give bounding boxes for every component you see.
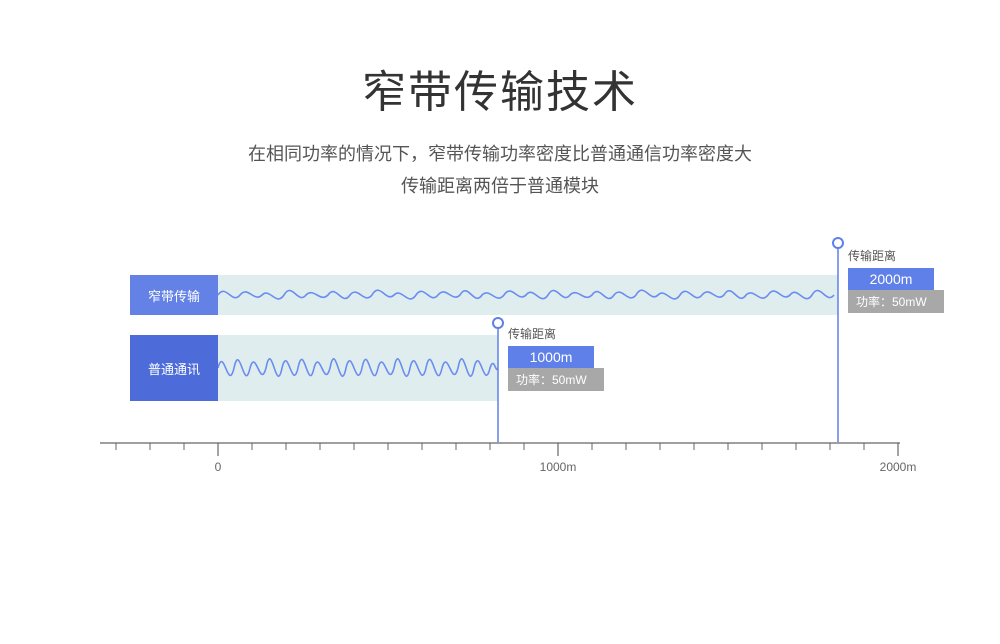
- distance-ruler: 01000m2000m: [100, 442, 900, 462]
- page-subtitle: 在相同功率的情况下，窄带传输功率密度比普通通信功率密度大 传输距离两倍于普通模块: [0, 138, 1000, 203]
- info-normal-dist-value: 1000m: [508, 346, 594, 368]
- info-normal-power: 功率：50mW: [508, 368, 604, 391]
- info-narrowband-dist-label: 传输距离: [848, 247, 944, 264]
- info-narrowband-power: 功率：50mW: [848, 290, 944, 313]
- info-narrowband: 传输距离 2000m 功率：50mW: [848, 247, 944, 313]
- row-narrowband-wave: [218, 275, 838, 315]
- subtitle-line-2: 传输距离两倍于普通模块: [0, 170, 1000, 202]
- info-normal: 传输距离 1000m 功率：50mW: [508, 325, 604, 391]
- row-normal: 普通通讯: [130, 335, 498, 401]
- row-normal-wave: [218, 335, 498, 401]
- row-narrowband: 窄带传输: [130, 275, 838, 315]
- row-narrowband-label: 窄带传输: [130, 275, 218, 315]
- page-title: 窄带传输技术: [0, 56, 1000, 120]
- ruler-label: 2000m: [880, 460, 917, 474]
- ruler-label: 0: [215, 460, 222, 474]
- info-normal-dist-label: 传输距离: [508, 325, 604, 342]
- subtitle-line-1: 在相同功率的情况下，窄带传输功率密度比普通通信功率密度大: [0, 138, 1000, 170]
- info-narrowband-dist-value: 2000m: [848, 268, 934, 290]
- row-normal-label: 普通通讯: [130, 335, 218, 401]
- ruler-label: 1000m: [540, 460, 577, 474]
